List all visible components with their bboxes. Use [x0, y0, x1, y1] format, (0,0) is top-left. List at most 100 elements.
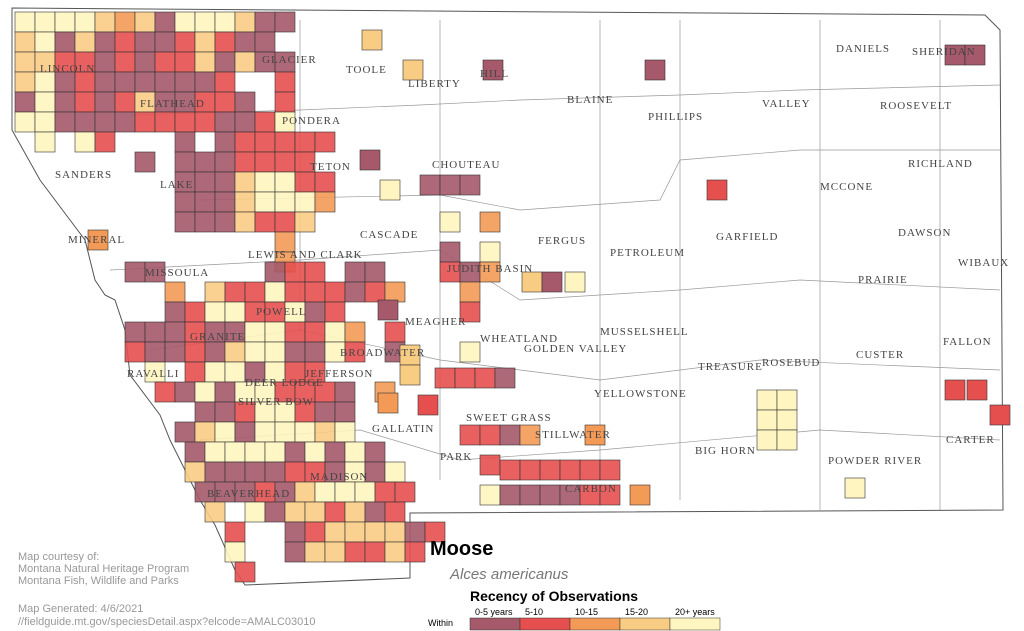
observation-cell: [174, 71, 196, 93]
observation-cell: [274, 91, 296, 113]
credit-line: Montana Natural Heritage Program: [18, 563, 189, 575]
species-name: Moose: [430, 538, 493, 560]
observation-cell: [644, 59, 666, 81]
observation-cell: [214, 211, 236, 233]
county-labels: LINCOLN FLATHEAD GLACIER TOOLE LIBERTY HILL BL…: [40, 43, 1008, 500]
county-label: SANDERS: [55, 169, 112, 181]
observation-cell: [244, 501, 266, 523]
observation-cell: [54, 111, 76, 133]
observation-cell: [254, 131, 276, 153]
county-label: POWDER RIVER: [828, 455, 922, 467]
observation-cell: [234, 131, 256, 153]
observation-cell: [94, 131, 116, 153]
county-label: JEFFERSON: [305, 368, 373, 380]
observation-cell: [174, 131, 196, 153]
observation-cell: [264, 441, 286, 463]
observation-cell: [384, 461, 406, 483]
observation-cell: [334, 421, 356, 443]
county-label: PARK: [440, 451, 472, 463]
observation-cell: [234, 421, 256, 443]
observation-cell: [284, 341, 306, 363]
legend-swatch: [569, 617, 621, 631]
observation-cell: [154, 71, 176, 93]
observation-cell: [439, 174, 461, 196]
observation-cell: [214, 51, 236, 73]
observation-cell: [264, 321, 286, 343]
county-label: WHEATLAND: [480, 333, 558, 345]
observation-cell: [274, 421, 296, 443]
observation-cell: [114, 51, 136, 73]
observation-cell: [214, 71, 236, 93]
observation-cell: [134, 111, 156, 133]
county-label: MISSOULA: [145, 267, 209, 279]
observation-cell: [144, 341, 166, 363]
county-label: DAWSON: [898, 227, 951, 239]
observation-cell: [324, 321, 346, 343]
observation-cell: [14, 71, 36, 93]
county-label: BEAVERHEAD: [207, 488, 290, 500]
county-label: CHOUTEAU: [432, 159, 501, 171]
county-label: BLAINE: [567, 94, 613, 106]
observation-cell: [354, 481, 376, 503]
observation-cell: [334, 381, 356, 403]
legend-prefix: Within: [428, 618, 453, 628]
observation-cell: [541, 271, 563, 293]
observation-cell: [584, 424, 606, 446]
legend-label: 5-10: [525, 607, 543, 617]
observation-cell: [154, 381, 176, 403]
observation-cell: [54, 71, 76, 93]
observation-cell: [419, 174, 441, 196]
observation-cell: [114, 31, 136, 53]
observation-cell: [114, 111, 136, 133]
observation-cell: [124, 261, 146, 283]
observation-cell: [474, 367, 496, 389]
observation-cell: [559, 459, 581, 481]
observation-cell: [324, 281, 346, 303]
county-label: STILLWATER: [535, 429, 611, 441]
observation-cell: [304, 341, 326, 363]
observation-cell: [144, 321, 166, 343]
observation-cell: [459, 301, 481, 323]
observation-cell: [459, 281, 481, 303]
observation-cell: [54, 11, 76, 33]
observation-cell: [34, 91, 56, 113]
observation-cell: [204, 501, 226, 523]
observation-cell: [384, 501, 406, 523]
observation-cell: [184, 441, 206, 463]
observation-cell: [114, 91, 136, 113]
observation-cell: [134, 71, 156, 93]
observation-cell: [344, 261, 366, 283]
observation-cell: [264, 281, 286, 303]
observation-cell: [74, 111, 96, 133]
observation-cell: [284, 281, 306, 303]
observation-cell: [459, 424, 481, 446]
observation-cell: [214, 151, 236, 173]
county-label: LEWIS AND CLARK: [248, 249, 363, 261]
county-label: YELLOWSTONE: [594, 388, 687, 400]
legend-label: 10-15: [575, 607, 598, 617]
observation-cell: [294, 171, 316, 193]
observation-cell: [164, 321, 186, 343]
observation-cell: [404, 541, 426, 563]
observation-cell: [254, 171, 276, 193]
county-label: CARTER: [946, 434, 995, 446]
observation-cell: [324, 301, 346, 323]
observation-cell: [274, 191, 296, 213]
observation-cell: [194, 191, 216, 213]
legend-label: 15-20: [625, 607, 648, 617]
observation-cell: [34, 131, 56, 153]
generated-date: Map Generated: 4/6/2021: [18, 603, 143, 615]
county-label: PETROLEUM: [610, 247, 685, 259]
county-label: FLATHEAD: [140, 98, 205, 110]
observation-cell: [254, 211, 276, 233]
county-label: ROSEBUD: [762, 357, 820, 369]
county-label: TETON: [310, 161, 351, 173]
observation-cell: [154, 111, 176, 133]
county-label: PRAIRIE: [858, 274, 908, 286]
observation-cell: [439, 211, 461, 233]
observation-cell: [34, 11, 56, 33]
observation-cell: [294, 131, 316, 153]
observation-cell: [254, 421, 276, 443]
observation-cell: [304, 301, 326, 323]
observation-cell: [459, 174, 481, 196]
